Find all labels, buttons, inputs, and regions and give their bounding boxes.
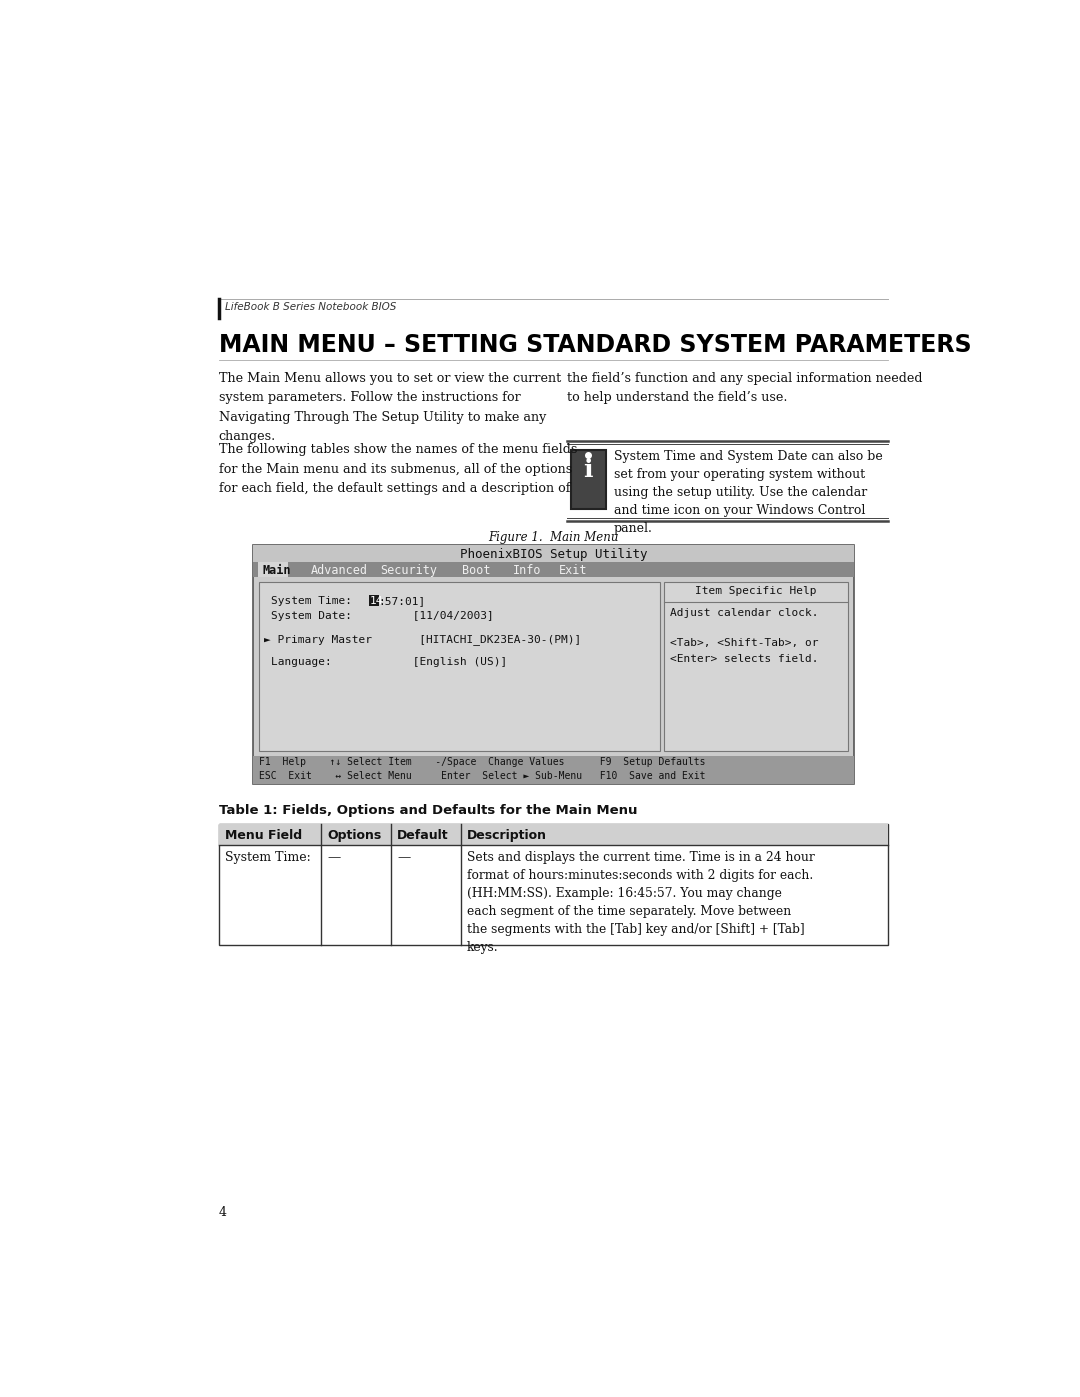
- Bar: [253, 545, 854, 784]
- Text: System Time and System Date can also be
set from your operating system without
u: System Time and System Date can also be …: [613, 450, 882, 535]
- Text: The Main Menu allows you to set or view the current
system parameters. Follow th: The Main Menu allows you to set or view …: [218, 372, 561, 443]
- Text: Sets and displays the current time. Time is in a 24 hour
format of hours:minutes: Sets and displays the current time. Time…: [467, 851, 814, 954]
- Bar: [253, 770, 854, 784]
- Text: Language:            [English (US)]: Language: [English (US)]: [271, 658, 508, 668]
- Text: :57:01]: :57:01]: [379, 595, 426, 606]
- Bar: [253, 756, 854, 770]
- Bar: [258, 562, 288, 577]
- Bar: [259, 583, 661, 752]
- Text: Table 1: Fields, Options and Defaults for the Main Menu: Table 1: Fields, Options and Defaults fo…: [218, 803, 637, 817]
- Text: 4: 4: [218, 1206, 227, 1218]
- Bar: [369, 595, 379, 606]
- Text: Item Specific Help: Item Specific Help: [696, 585, 816, 595]
- Text: Boot: Boot: [462, 564, 490, 577]
- Text: Security: Security: [380, 564, 437, 577]
- Text: Info: Info: [512, 564, 541, 577]
- Text: LifeBook B Series Notebook BIOS: LifeBook B Series Notebook BIOS: [225, 302, 396, 313]
- Text: Options: Options: [327, 828, 381, 842]
- Bar: [253, 545, 854, 562]
- Text: Advanced: Advanced: [311, 564, 368, 577]
- Text: i: i: [583, 458, 593, 482]
- Text: ► Primary Master       [HITACHI_DK23EA-30-(PM)]: ► Primary Master [HITACHI_DK23EA-30-(PM)…: [264, 634, 581, 645]
- Text: The following tables show the names of the menu fields
for the Main menu and its: The following tables show the names of t…: [218, 443, 577, 496]
- Text: F1  Help    ↑↓ Select Item    -/Space  Change Values      F9  Setup Defaults: F1 Help ↑↓ Select Item -/Space Change Va…: [259, 757, 705, 767]
- Text: 14: 14: [369, 595, 383, 606]
- Text: Main: Main: [262, 564, 291, 577]
- Text: System Date:         [11/04/2003]: System Date: [11/04/2003]: [271, 610, 495, 622]
- Text: —: —: [327, 851, 340, 865]
- Text: the field’s function and any special information needed
to help understand the f: the field’s function and any special inf…: [567, 372, 923, 404]
- Bar: [570, 450, 606, 509]
- Bar: [253, 562, 854, 577]
- Text: System Time:: System Time:: [271, 595, 414, 606]
- Text: PhoenixBIOS Setup Utility: PhoenixBIOS Setup Utility: [460, 548, 647, 562]
- Text: Exit: Exit: [559, 564, 588, 577]
- Text: ESC  Exit    ↔ Select Menu     Enter  Select ► Sub-Menu   F10  Save and Exit: ESC Exit ↔ Select Menu Enter Select ► Su…: [259, 771, 705, 781]
- Text: Adjust calendar clock.

<Tab>, <Shift-Tab>, or
<Enter> selects field.: Adjust calendar clock. <Tab>, <Shift-Tab…: [670, 608, 819, 664]
- Bar: [218, 824, 888, 946]
- Text: Description: Description: [467, 828, 546, 842]
- Bar: [663, 583, 848, 752]
- Text: —: —: [397, 851, 410, 865]
- Text: MAIN MENU – SETTING STANDARD SYSTEM PARAMETERS: MAIN MENU – SETTING STANDARD SYSTEM PARA…: [218, 334, 971, 358]
- Text: Figure 1.  Main Menu: Figure 1. Main Menu: [488, 531, 619, 543]
- Text: System Time:: System Time:: [225, 851, 311, 865]
- Bar: [218, 824, 888, 845]
- Text: Default: Default: [397, 828, 448, 842]
- Text: Menu Field: Menu Field: [225, 828, 302, 842]
